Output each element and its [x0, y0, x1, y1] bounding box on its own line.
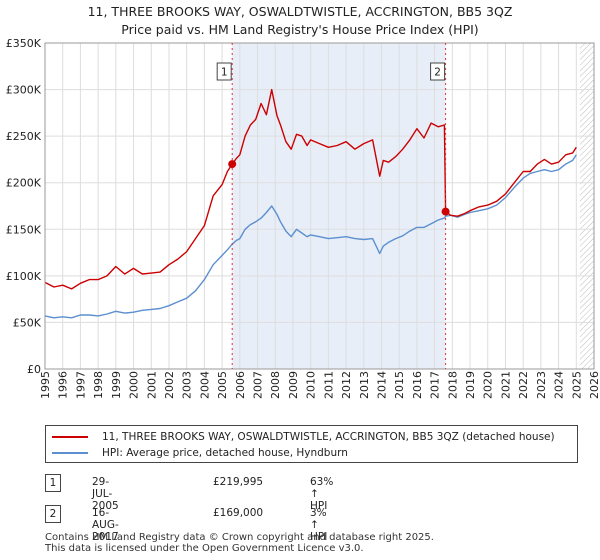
sale-point-1: [228, 160, 237, 169]
x-tick-label: 2000: [128, 371, 141, 399]
legend-swatch-hpi: [52, 452, 88, 454]
y-tick-label: £100K: [6, 270, 42, 283]
x-tick-label: 2011: [322, 371, 335, 399]
chart-title-line2: Price paid vs. HM Land Registry's House …: [121, 22, 479, 37]
y-tick-label: £350K: [6, 37, 42, 50]
x-tick-label: 2007: [252, 371, 265, 399]
sale-price-2: £169,000: [213, 507, 264, 519]
price-chart: £0 £50K £100K £150K £200K £250K £300K £350K 1995…: [6, 37, 600, 399]
x-tick-label: 2005: [216, 371, 229, 399]
chart-title-line1: 11, THREE BROOKS WAY, OSWALDTWISTLE, ACC…: [87, 4, 513, 19]
y-tick-label: £300K: [6, 84, 42, 97]
x-tick-label: 2003: [181, 371, 194, 399]
x-tick-label: 2006: [234, 371, 247, 399]
legend: 11, THREE BROOKS WAY, OSWALDTWISTLE, ACC…: [45, 425, 578, 463]
x-tick-label: 2018: [446, 371, 459, 399]
x-tick-label: 2022: [517, 371, 530, 399]
x-tick-label: 2010: [305, 371, 318, 399]
legend-label-hpi: HPI: Average price, detached house, Hynd…: [102, 447, 348, 459]
x-tick-label: 1997: [74, 371, 87, 399]
plot-frame: [44, 42, 595, 370]
sale-point-2: [441, 207, 450, 216]
footer-line1: Contains HM Land Registry data © Crown c…: [45, 532, 434, 543]
legend-label-price: 11, THREE BROOKS WAY, OSWALDTWISTLE, ACC…: [102, 431, 555, 443]
x-tick-label: 1999: [110, 371, 123, 399]
future-hatch: [579, 43, 594, 369]
x-tick-label: 1995: [39, 371, 52, 399]
y-tick-label: £200K: [6, 177, 42, 190]
x-tick-label: 2019: [464, 371, 477, 399]
sale-label-1: 1: [221, 67, 228, 79]
footer-line2: This data is licensed under the Open Gov…: [45, 543, 364, 554]
sale-hpi-2: 3% ↑ HPI: [310, 507, 328, 543]
x-tick-label: 2002: [163, 371, 176, 399]
x-tick-label: 2012: [340, 371, 353, 399]
sale-label-2: 2: [434, 67, 441, 79]
hpi-line: [44, 154, 577, 319]
x-tick-label: 2021: [499, 371, 512, 399]
x-tick-label: 2013: [358, 371, 371, 399]
x-tick-label: 2023: [535, 371, 548, 399]
x-tick-label: 2009: [287, 371, 300, 399]
x-tick-label: 2001: [145, 371, 158, 399]
x-tick-label: 2024: [553, 371, 566, 399]
x-tick-label: 2026: [588, 371, 600, 399]
footer: Contains HM Land Registry data © Crown c…: [45, 532, 434, 554]
sale-label-box-2: [430, 62, 446, 81]
price-paid-line: [44, 88, 577, 290]
sale-label-box-1: [216, 62, 232, 81]
y-tick-label: £150K: [6, 223, 42, 236]
x-tick-label: 1996: [57, 371, 70, 399]
x-tick-label: 2008: [269, 371, 282, 399]
x-tick-label: 2004: [198, 371, 211, 399]
x-tick-label: 2017: [429, 371, 442, 399]
sale-date-2: 16-AUG-2017: [92, 507, 119, 543]
ownership-shade: [232, 43, 446, 369]
legend-swatch-price: [52, 436, 88, 438]
legend-item-price: 11, THREE BROOKS WAY, OSWALDTWISTLE, ACC…: [52, 429, 555, 445]
x-tick-label: 2015: [393, 371, 406, 399]
sale-badge-2: 2: [45, 505, 61, 523]
x-tick-label: 2016: [411, 371, 424, 399]
x-tick-label: 1998: [92, 371, 105, 399]
sale-date-1: 29-JUL-2005: [92, 476, 119, 512]
sale-price-1: £219,995: [213, 476, 264, 488]
x-tick-label: 2020: [482, 371, 495, 399]
y-tick-label: £0: [27, 363, 41, 376]
x-tick-label: 2025: [570, 371, 583, 399]
sale-badge-1: 1: [45, 474, 61, 492]
y-tick-label: £50K: [13, 316, 42, 329]
sale-hpi-1: 63% ↑ HPI: [310, 476, 334, 512]
legend-item-hpi: HPI: Average price, detached house, Hynd…: [52, 445, 348, 461]
x-tick-label: 2014: [375, 371, 388, 399]
y-tick-label: £250K: [6, 130, 42, 143]
